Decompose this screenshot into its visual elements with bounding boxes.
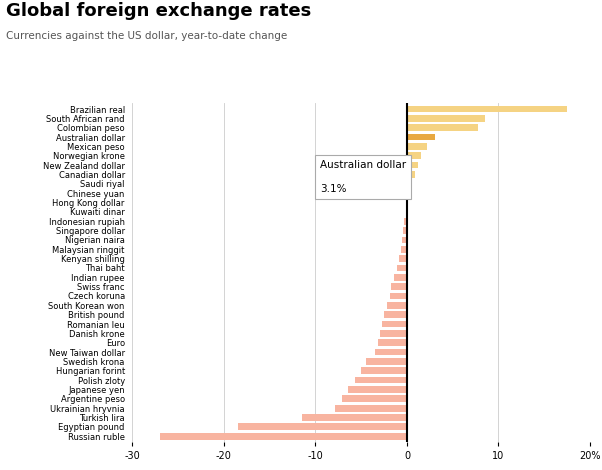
Text: Australian dollar

3.1%: Australian dollar 3.1% [320, 160, 406, 194]
Bar [335, 405, 407, 412]
Bar [302, 414, 407, 421]
Bar [379, 330, 407, 337]
Bar [361, 368, 407, 374]
Bar [355, 377, 407, 384]
Bar [404, 218, 407, 225]
Text: Global foreign exchange rates: Global foreign exchange rates [6, 2, 311, 20]
Bar [387, 302, 407, 309]
Bar [375, 349, 407, 355]
Bar [366, 358, 407, 365]
Bar [382, 321, 407, 328]
Bar [349, 386, 407, 393]
Bar [407, 106, 567, 112]
Bar [407, 143, 427, 150]
Bar [342, 395, 407, 402]
Bar [407, 125, 479, 131]
Bar [389, 293, 407, 299]
Bar [407, 162, 418, 168]
Bar [407, 190, 408, 196]
Bar [402, 236, 407, 243]
Bar [403, 227, 407, 234]
Bar [407, 209, 408, 215]
Bar [160, 433, 407, 439]
Bar [238, 423, 407, 430]
Bar [407, 171, 415, 178]
Bar [407, 115, 485, 122]
Bar [377, 339, 407, 346]
Bar [399, 255, 407, 262]
Bar [394, 274, 407, 281]
Bar [397, 265, 407, 271]
Bar [407, 152, 421, 159]
Bar [384, 311, 407, 318]
Bar [391, 283, 407, 290]
Text: Currencies against the US dollar, year-to-date change: Currencies against the US dollar, year-t… [6, 31, 287, 40]
Bar [407, 133, 435, 141]
Bar [400, 246, 407, 252]
